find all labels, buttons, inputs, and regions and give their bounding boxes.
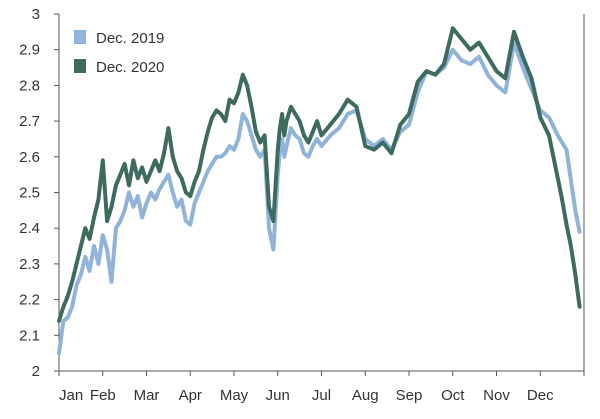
y-tick-label: 2.2	[19, 292, 40, 309]
y-tick-label: 2.6	[19, 149, 40, 166]
legend-label-dec-2019: Dec. 2019	[96, 30, 164, 47]
x-tick-label-jan: Jan	[59, 387, 83, 404]
x-tick-label-jul: Jul	[312, 387, 331, 404]
y-tick-label: 2.3	[19, 256, 40, 273]
y-tick-label: 3	[32, 6, 40, 23]
x-tick-label-aug: Aug	[352, 387, 379, 404]
x-tick-label-mar: Mar	[134, 387, 160, 404]
legend-label-dec-2020: Dec. 2020	[96, 59, 164, 76]
x-tick-label-nov: Nov	[483, 387, 510, 404]
y-ticks-group: 2 2.1 2.2 2.3 2.4 2.5 2.6 2.7 2.8 2.9 3	[19, 6, 59, 380]
x-tick-label-jun: Jun	[266, 387, 290, 404]
series-line-dec-2020	[57, 26, 582, 323]
y-tick-label: 2.4	[19, 220, 40, 237]
legend: Dec. 2019 Dec. 2020	[74, 30, 164, 76]
x-tick-label-dec: Dec	[527, 387, 554, 404]
series-line-dec-2019	[57, 40, 582, 356]
x-tick-label-sep: Sep	[396, 387, 423, 404]
y-tick-label: 2.8	[19, 77, 40, 94]
legend-swatch-dec-2020	[74, 59, 86, 73]
series-group	[57, 26, 582, 356]
y-tick-label: 2.5	[19, 185, 40, 202]
x-tick-label-feb: Feb	[90, 387, 116, 404]
y-tick-label: 2.7	[19, 113, 40, 130]
x-tick-label-may: May	[220, 387, 249, 404]
legend-swatch-dec-2019	[74, 30, 86, 44]
x-ticks-group: Jan Feb Mar Apr May Jun Jul Aug Sep Oct Nov Dec	[58, 371, 585, 404]
y-tick-label: 2.1	[19, 327, 40, 344]
x-tick-label-oct: Oct	[441, 387, 465, 404]
x-tick-label-apr: Apr	[179, 387, 202, 404]
y-tick-label: 2.9	[19, 42, 40, 59]
y-tick-label: 2	[32, 363, 40, 380]
